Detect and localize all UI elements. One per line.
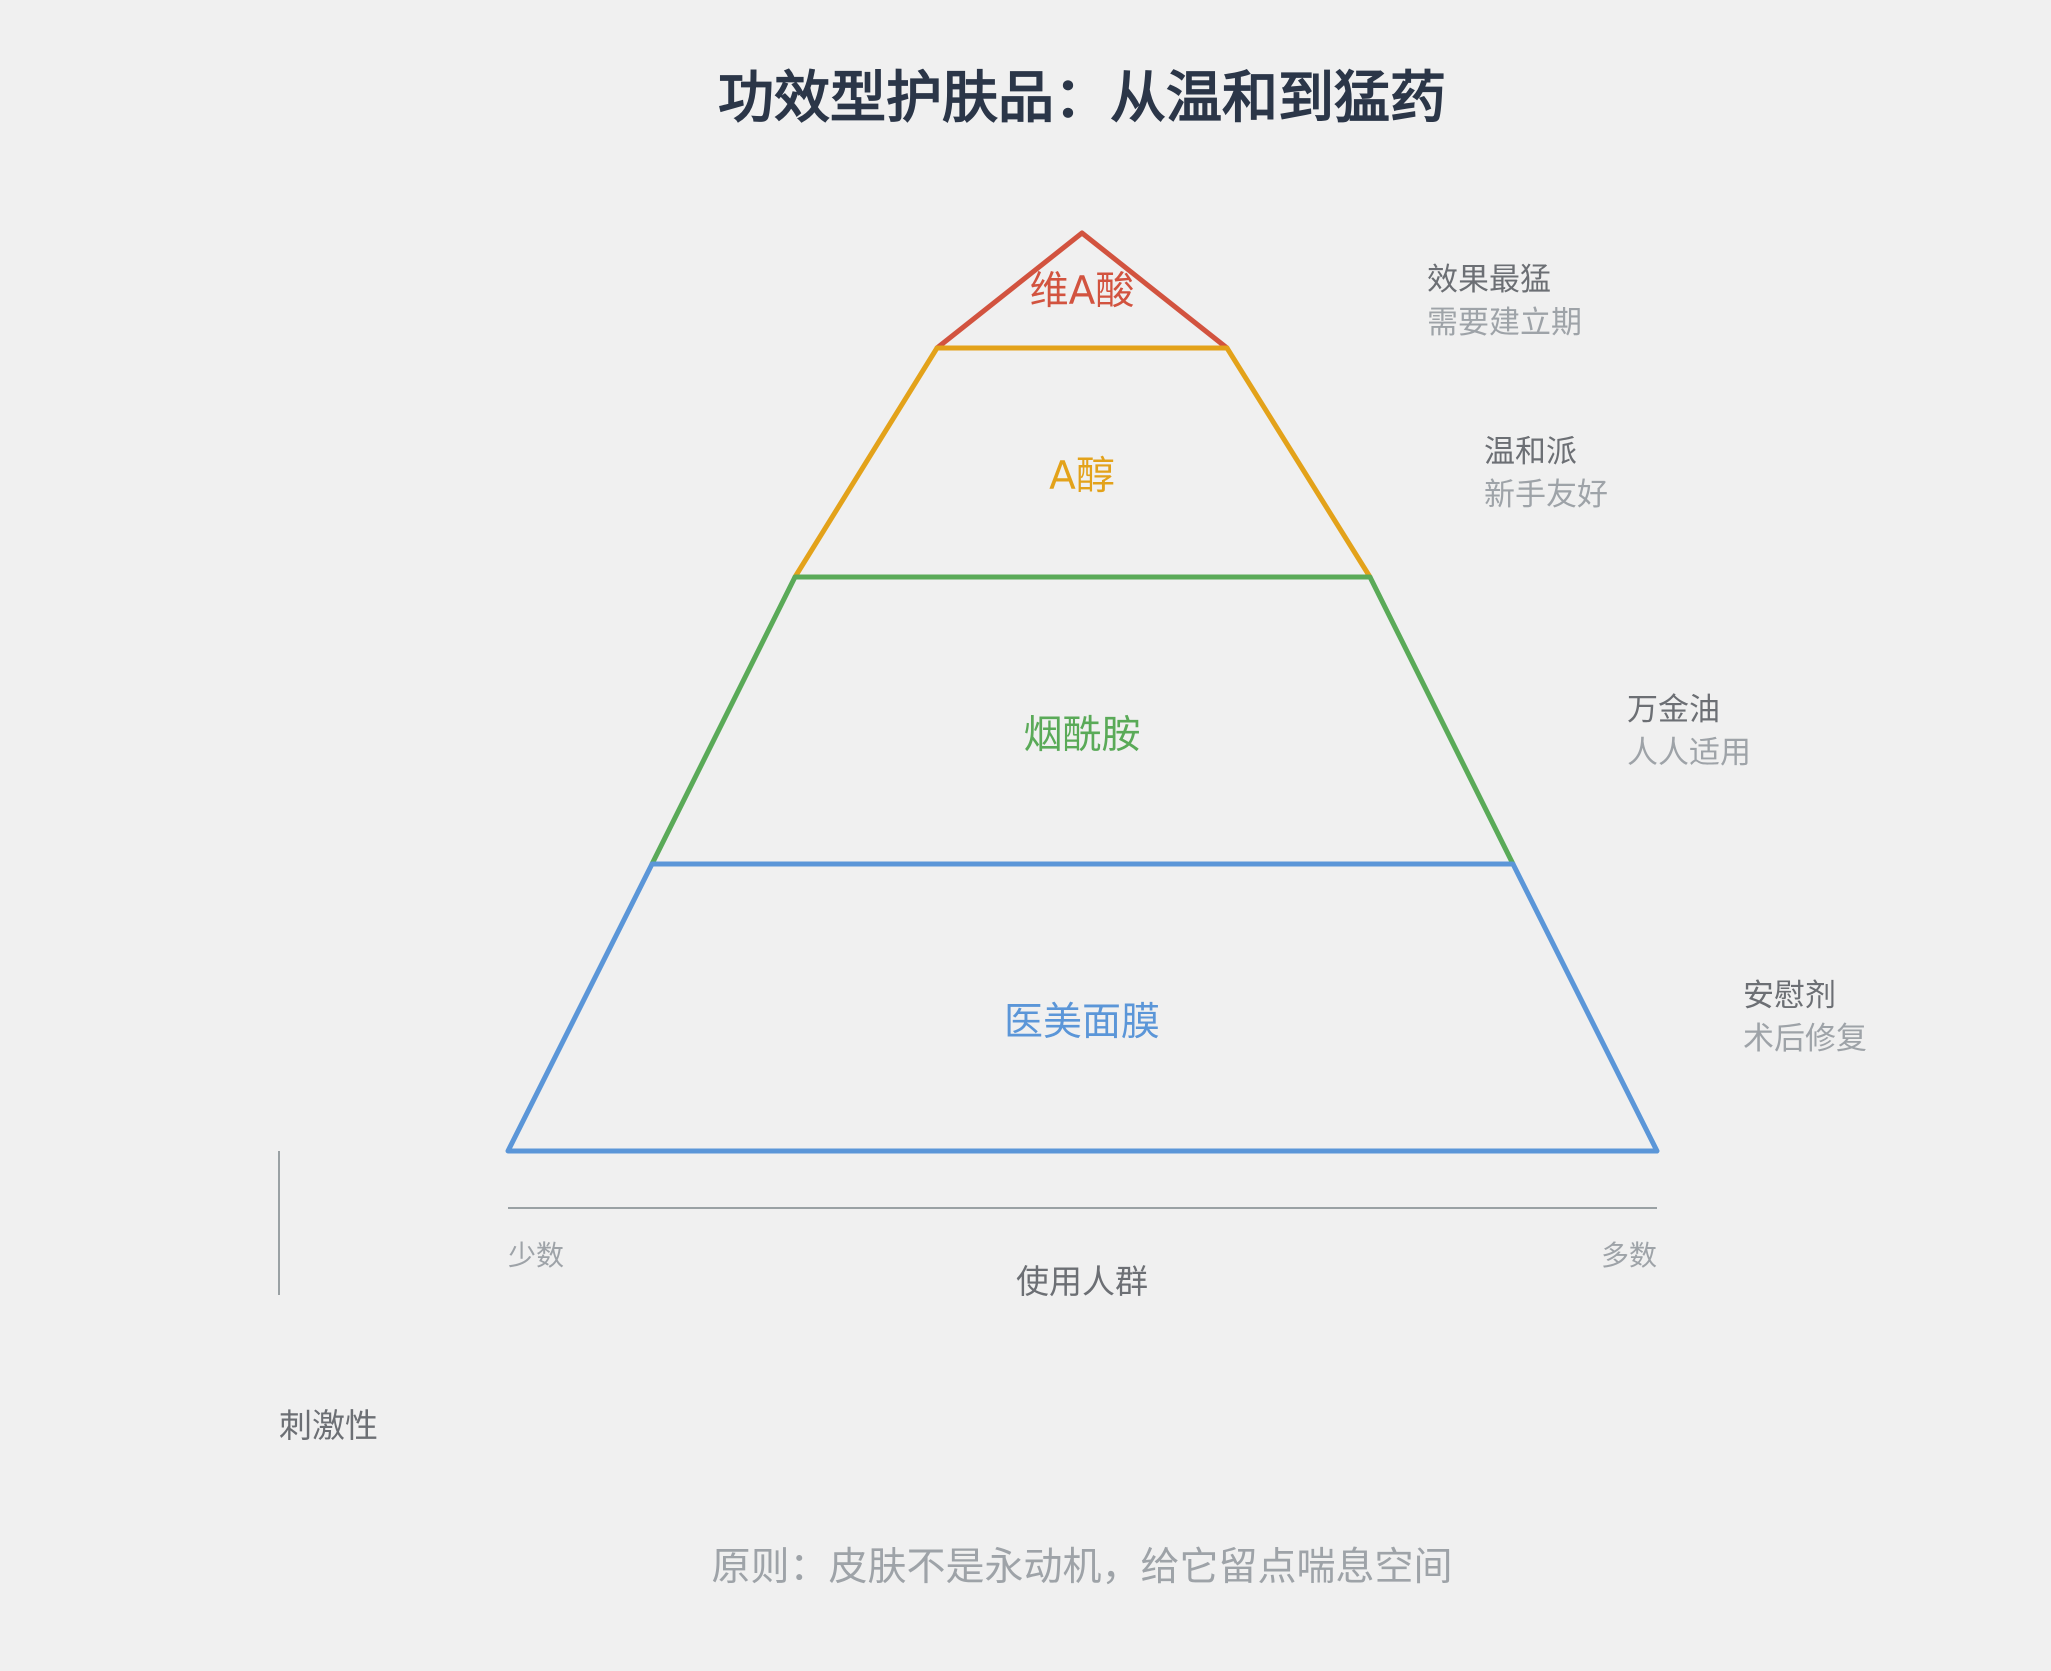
tier-4-shape bbox=[505, 861, 1660, 1154]
tier-1-label: 维A酸 bbox=[1030, 269, 1135, 314]
tier-4-note-primary: 安慰剂 bbox=[1743, 978, 1836, 1014]
x-axis-end-label: 多数 bbox=[1601, 1239, 1657, 1272]
tier-3-label: 烟酰胺 bbox=[1023, 713, 1140, 758]
x-axis-title: 使用人群 bbox=[1016, 1262, 1148, 1301]
tier-2-note-primary: 温和派 bbox=[1484, 434, 1577, 470]
tier-2-note-secondary: 新手友好 bbox=[1484, 477, 1608, 513]
tier-3-note-primary: 万金油 bbox=[1627, 692, 1720, 728]
tier-4-label: 医美面膜 bbox=[1004, 1000, 1160, 1045]
tier-2-label: A醇 bbox=[1049, 454, 1115, 499]
tier-4-note-secondary: 术后修复 bbox=[1743, 1021, 1867, 1057]
y-axis-title: 刺激性 bbox=[279, 1406, 378, 1445]
tier-1-note-secondary: 需要建立期 bbox=[1427, 305, 1582, 341]
x-axis-start-label: 少数 bbox=[508, 1239, 564, 1272]
footer-principle: 原则：皮肤不是永动机，给它留点喘息空间 bbox=[711, 1545, 1452, 1590]
tier-3-note-secondary: 人人适用 bbox=[1627, 735, 1751, 771]
tier-1-note-primary: 效果最猛 bbox=[1427, 262, 1551, 298]
diagram-title: 功效型护肤品：从温和到猛药 bbox=[718, 66, 1446, 131]
